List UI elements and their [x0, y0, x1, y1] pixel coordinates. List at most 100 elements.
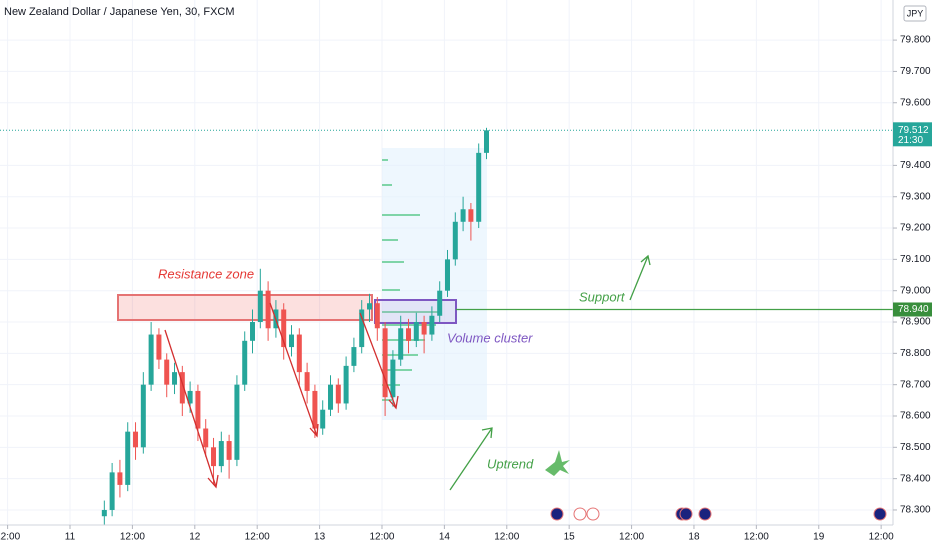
x-tick-label: 12 [189, 532, 201, 543]
x-tick-label: 12:00 [744, 532, 769, 543]
annotation: Volume cluster [447, 330, 533, 345]
annotation: Resistance zone [158, 266, 254, 281]
candle-body [148, 334, 154, 385]
currency: JPY [907, 8, 924, 18]
candle-body [257, 290, 263, 323]
candle-body [468, 209, 474, 222]
candle-body [164, 359, 170, 385]
down-arrows [164, 302, 399, 489]
volume-profile-area [382, 148, 487, 420]
candle-body [335, 384, 341, 404]
jet-icon [545, 450, 570, 476]
candle-body [367, 303, 373, 310]
candle-body [101, 509, 107, 517]
price-scale [893, 0, 932, 550]
candle-body [406, 328, 412, 341]
candle-body [320, 409, 326, 429]
candle-body [218, 441, 224, 467]
x-tick-label: 14 [439, 532, 451, 543]
candle-body [211, 447, 217, 467]
candle-body [172, 372, 178, 385]
candles [0, 127, 893, 526]
candle-body [483, 130, 489, 153]
y-tick-label: 78.400 [900, 473, 931, 484]
candle-body [195, 390, 201, 429]
candle-body [444, 259, 450, 291]
candle-body [374, 303, 380, 329]
x-tick-label: 11 [65, 532, 76, 543]
x-tick-label: 18 [688, 532, 700, 543]
x-tick-label: 12:00 [0, 532, 21, 543]
x-tick-label: 12:00 [494, 532, 519, 543]
candle-body [413, 322, 419, 341]
countdown: 21:30 [898, 135, 923, 146]
candle-body [265, 290, 271, 329]
resistance-zone [117, 294, 373, 321]
candle-body [281, 309, 287, 348]
x-tick-label: 15 [564, 532, 576, 543]
y-tick-label: 78.700 [900, 379, 931, 390]
y-tick-label: 79.600 [900, 97, 931, 108]
candle-body [452, 221, 458, 260]
y-tick-label: 78.500 [900, 442, 931, 453]
candle-body [234, 384, 240, 460]
candle-body [421, 322, 427, 335]
y-tick-label: 78.800 [900, 348, 931, 359]
candle-body [289, 334, 295, 348]
annotation: Uptrend [487, 456, 534, 471]
candle-body [187, 390, 193, 404]
candle-body [156, 334, 162, 360]
support-badge [893, 302, 932, 317]
y-tick-label: 79.800 [900, 35, 931, 46]
y-tick-label: 79.300 [900, 191, 931, 202]
scale-labels: 78.300 78.400 78.500 78.600 78.700 78.800 78.9… [0, 35, 932, 543]
candle-body [351, 347, 357, 366]
candle-body [460, 209, 466, 222]
candle-body [179, 372, 185, 404]
y-tick-label: 78.900 [900, 317, 931, 328]
candle-body [109, 472, 115, 510]
time-scale [0, 525, 893, 550]
last-price-badge [893, 122, 932, 147]
event-icons [550, 507, 887, 521]
x-tick-label: 12:00 [869, 532, 894, 543]
volume-cluster-box [374, 299, 457, 324]
candle-body [242, 340, 248, 385]
candle-body [382, 328, 388, 398]
candle-body [117, 472, 123, 485]
last-price-label: 79.512 [898, 125, 929, 136]
x-tick-label: 12:00 [245, 532, 270, 543]
candle-body [359, 309, 365, 348]
candle-body [296, 334, 302, 373]
y-tick-label: 78.300 [900, 505, 931, 516]
candle-body [476, 152, 482, 222]
chart-title: New Zealand Dollar / Japanese Yen, 30, F… [4, 6, 235, 18]
candle-body [140, 384, 146, 448]
candle-body [328, 384, 334, 410]
candle-body [429, 315, 435, 335]
candle-body [125, 431, 131, 485]
candle-body [390, 359, 396, 398]
y-tick-label: 79.100 [900, 254, 931, 265]
candle-body [250, 322, 256, 341]
x-tick-label: 12:00 [619, 532, 644, 543]
y-tick-label: 79.000 [900, 285, 931, 296]
x-tick-label: 13 [314, 532, 326, 543]
y-tick-label: 78.600 [900, 411, 931, 422]
candle-body [437, 290, 443, 316]
candle-body [312, 390, 318, 429]
candle-body [343, 365, 349, 404]
candle-body [203, 428, 209, 448]
y-tick-label: 79.400 [900, 160, 931, 171]
candle-body [133, 431, 139, 448]
y-tick-label: 79.700 [900, 66, 931, 77]
currency-badge[interactable] [903, 5, 927, 22]
candle-body [226, 441, 232, 460]
volume-profile [382, 159, 440, 401]
candle-body [398, 328, 404, 360]
candle-body [304, 372, 310, 391]
x-tick-label: 12:00 [369, 532, 394, 543]
x-tick-label: 19 [813, 532, 825, 543]
annotation: Support [579, 289, 626, 304]
